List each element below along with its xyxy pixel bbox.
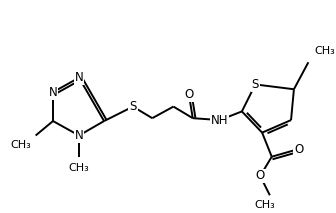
- Text: N: N: [75, 129, 83, 142]
- Text: N: N: [49, 86, 57, 99]
- Text: O: O: [294, 142, 303, 155]
- Text: O: O: [256, 170, 265, 183]
- Text: NH: NH: [211, 114, 228, 127]
- Text: N: N: [75, 71, 83, 84]
- Text: CH₃: CH₃: [11, 140, 32, 150]
- Text: CH₃: CH₃: [69, 163, 89, 173]
- Text: CH₃: CH₃: [314, 46, 335, 56]
- Text: CH₃: CH₃: [255, 200, 276, 210]
- Text: O: O: [184, 88, 194, 101]
- Text: S: S: [252, 78, 259, 91]
- Text: S: S: [129, 100, 137, 113]
